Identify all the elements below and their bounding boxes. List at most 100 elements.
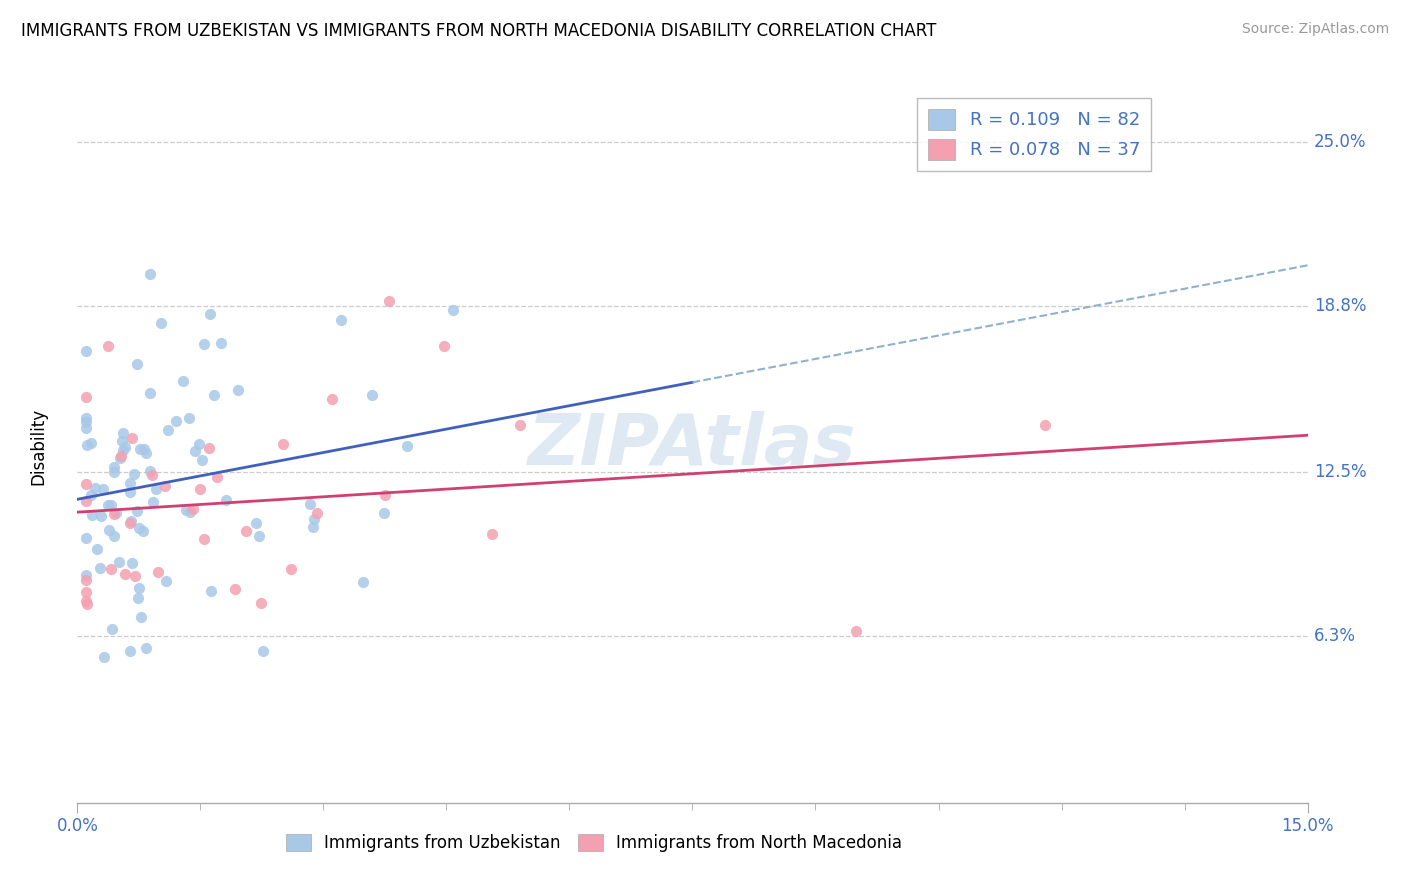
Point [129, 442, 152, 457]
Point [75, 531, 97, 545]
Point [97, 498, 120, 512]
Point [188, 436, 211, 450]
Point [91, 482, 114, 496]
Point [273, 437, 295, 451]
Point [103, 529, 125, 543]
Point [183, 444, 205, 458]
Point [111, 434, 134, 448]
Point [125, 357, 148, 371]
Point [245, 516, 267, 531]
Point [361, 388, 384, 402]
Point [98, 523, 121, 537]
Text: 18.8%: 18.8% [1313, 297, 1367, 315]
Point [155, 574, 177, 588]
Point [76, 437, 98, 451]
Point [107, 556, 129, 570]
Point [125, 504, 148, 518]
Point [75, 494, 97, 508]
Point [121, 431, 143, 445]
Point [433, 339, 456, 353]
Point [101, 622, 124, 636]
Point [121, 556, 143, 570]
Point [93, 650, 115, 665]
Text: ZIPAtlas: ZIPAtlas [529, 411, 856, 481]
Text: 12.5%: 12.5% [1313, 464, 1367, 482]
Point [156, 423, 179, 437]
Point [129, 610, 152, 624]
Text: Source: ZipAtlas.com: Source: ZipAtlas.com [1241, 22, 1389, 37]
Point [75, 390, 97, 404]
Point [120, 485, 142, 500]
Legend: Immigrants from Uzbekistan, Immigrants from North Macedonia: Immigrants from Uzbekistan, Immigrants f… [280, 827, 908, 859]
Point [97, 339, 120, 353]
Point [215, 493, 238, 508]
Point [373, 507, 395, 521]
Point [104, 506, 127, 520]
Point [142, 495, 165, 509]
Point [100, 498, 122, 512]
Point [132, 442, 155, 456]
Point [197, 441, 219, 455]
Point [302, 512, 325, 526]
Point [172, 375, 194, 389]
Point [118, 475, 141, 490]
Point [100, 562, 122, 576]
Point [80, 508, 103, 522]
Point [396, 439, 419, 453]
Point [509, 418, 531, 433]
Point [481, 527, 503, 541]
Point [188, 482, 211, 496]
Point [200, 583, 222, 598]
Point [141, 468, 163, 483]
Point [139, 386, 162, 401]
Point [145, 482, 167, 496]
Point [75, 415, 97, 429]
Point [299, 497, 322, 511]
Point [127, 591, 149, 606]
Point [1033, 417, 1056, 432]
Point [114, 567, 136, 582]
Point [80, 436, 103, 450]
Point [80, 487, 103, 501]
Point [118, 516, 141, 530]
Text: Disability: Disability [30, 408, 46, 484]
Point [139, 267, 162, 281]
Point [191, 453, 214, 467]
Point [845, 624, 868, 638]
Point [305, 506, 328, 520]
Point [75, 573, 97, 587]
Point [124, 569, 146, 583]
Point [280, 562, 302, 576]
Point [209, 335, 232, 350]
Point [174, 503, 197, 517]
Point [235, 524, 257, 539]
Point [110, 450, 132, 464]
Point [321, 392, 343, 406]
Point [247, 529, 270, 543]
Point [179, 505, 201, 519]
Point [226, 383, 249, 397]
Point [329, 312, 352, 326]
Text: IMMIGRANTS FROM UZBEKISTAN VS IMMIGRANTS FROM NORTH MACEDONIA DISABILITY CORRELA: IMMIGRANTS FROM UZBEKISTAN VS IMMIGRANTS… [21, 22, 936, 40]
Point [111, 426, 134, 441]
Point [122, 467, 145, 482]
Point [75, 410, 97, 425]
Point [112, 442, 135, 457]
Point [374, 488, 396, 502]
Point [132, 524, 155, 538]
Text: 25.0%: 25.0% [1313, 133, 1367, 151]
Text: 6.3%: 6.3% [1313, 627, 1355, 645]
Point [202, 388, 225, 402]
Point [103, 507, 125, 521]
Point [89, 561, 111, 575]
Point [76, 597, 98, 611]
Point [120, 644, 142, 658]
Point [128, 581, 150, 595]
Point [207, 469, 229, 483]
Point [75, 584, 97, 599]
Point [86, 541, 108, 556]
Point [75, 421, 97, 435]
Point [302, 519, 325, 533]
Point [75, 593, 97, 607]
Point [193, 336, 215, 351]
